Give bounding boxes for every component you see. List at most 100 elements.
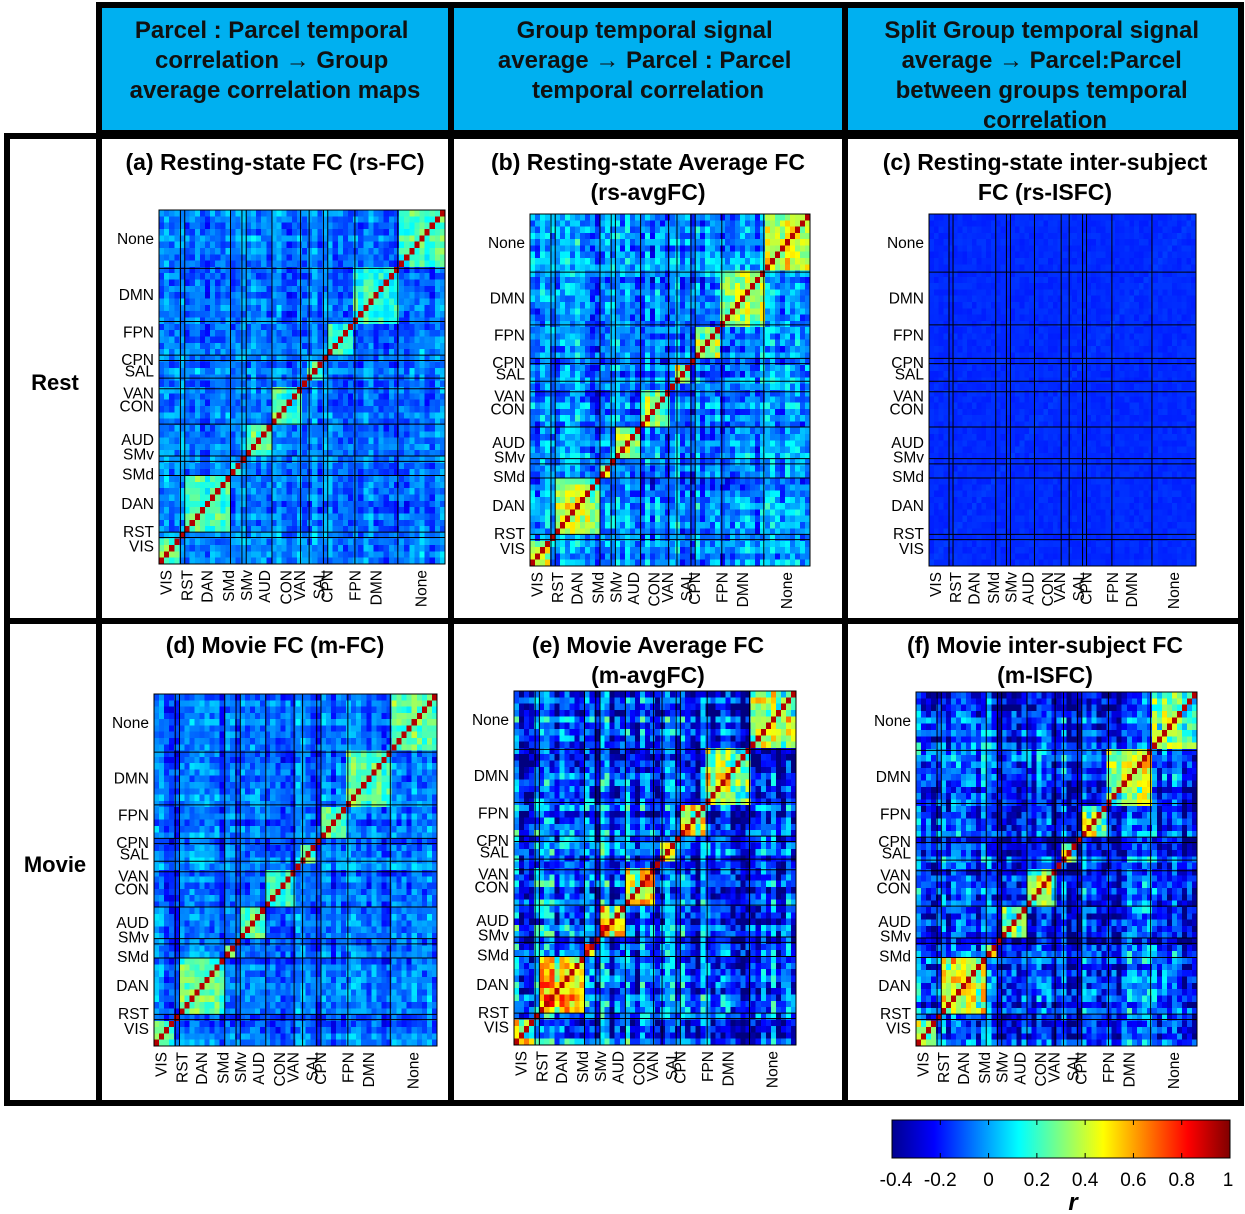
heatmap-cell bbox=[600, 352, 606, 359]
heatmap-cell bbox=[291, 462, 298, 470]
heatmap-cell bbox=[590, 302, 596, 309]
heatmap-cell bbox=[194, 210, 201, 217]
heatmap-cell bbox=[179, 399, 185, 407]
heatmap-cell bbox=[271, 405, 277, 413]
heatmap-cell bbox=[409, 323, 415, 331]
heatmap-cell bbox=[337, 412, 344, 420]
heatmap-cell bbox=[383, 488, 390, 495]
heatmap-cell bbox=[250, 355, 257, 363]
heatmap-cell bbox=[327, 317, 334, 325]
heatmap-cell bbox=[785, 333, 791, 341]
heatmap-cell bbox=[164, 526, 170, 533]
heatmap-cell bbox=[296, 405, 303, 413]
heatmap-cell bbox=[302, 443, 308, 451]
heatmap-cell bbox=[302, 292, 308, 299]
heatmap-cell bbox=[625, 346, 631, 353]
heatmap-cell bbox=[312, 247, 318, 255]
heatmap-cell bbox=[358, 538, 364, 546]
heatmap-cell bbox=[434, 545, 441, 552]
heatmap-cell bbox=[271, 241, 277, 249]
heatmap-cell bbox=[281, 462, 288, 470]
heatmap-cell bbox=[230, 418, 237, 426]
heatmap-cell bbox=[271, 330, 277, 337]
heatmap-cell bbox=[755, 220, 761, 227]
heatmap-cell bbox=[640, 232, 646, 240]
heatmap-cell bbox=[745, 214, 751, 221]
heatmap-cell bbox=[800, 251, 806, 259]
heatmap-cell bbox=[302, 241, 308, 249]
heatmap-cell bbox=[535, 352, 541, 359]
heatmap-cell bbox=[715, 371, 721, 378]
heatmap-cell bbox=[312, 336, 318, 344]
heatmap-cell bbox=[535, 364, 541, 372]
heatmap-cell bbox=[358, 551, 364, 559]
heatmap-cell bbox=[261, 311, 267, 318]
heatmap-cell bbox=[399, 488, 405, 495]
heatmap-cell bbox=[296, 456, 303, 464]
heatmap-cell bbox=[353, 462, 359, 470]
heatmap-cell bbox=[775, 270, 781, 278]
heatmap-cell bbox=[383, 317, 390, 325]
heatmap-cell bbox=[595, 232, 601, 240]
heatmap-cell bbox=[429, 292, 436, 299]
heatmap-cell bbox=[388, 475, 395, 483]
heatmap-cell bbox=[261, 443, 267, 451]
heatmap-cell bbox=[169, 488, 175, 495]
heatmap-cell bbox=[780, 289, 786, 297]
heatmap-cell bbox=[347, 235, 354, 243]
heatmap-cell bbox=[256, 323, 262, 331]
heatmap-cell bbox=[327, 349, 334, 356]
heatmap-cell bbox=[665, 270, 671, 278]
heatmap-cell bbox=[291, 228, 298, 236]
heatmap-cell bbox=[625, 402, 631, 410]
heatmap-cell bbox=[317, 443, 323, 451]
heatmap-cell bbox=[434, 488, 441, 495]
heatmap-cell bbox=[373, 254, 380, 261]
heatmap-cell bbox=[715, 226, 721, 234]
heatmap-cell bbox=[358, 488, 364, 495]
heatmap-cell bbox=[276, 355, 282, 363]
heatmap-cell bbox=[388, 500, 395, 508]
heatmap-cell bbox=[302, 228, 308, 236]
heatmap-cell bbox=[337, 450, 344, 457]
heatmap-cell bbox=[204, 336, 211, 344]
heatmap-cell bbox=[179, 273, 185, 280]
x-tick-label-vis: VIS bbox=[159, 570, 176, 595]
heatmap-cell bbox=[680, 264, 686, 271]
heatmap-cell bbox=[550, 232, 556, 240]
heatmap-cell bbox=[312, 266, 318, 274]
heatmap-cell bbox=[225, 443, 231, 451]
heatmap-cell bbox=[286, 450, 293, 457]
heatmap-cell bbox=[225, 330, 231, 337]
heatmap-cell bbox=[404, 519, 410, 527]
heatmap-cell bbox=[276, 513, 282, 521]
heatmap-cell bbox=[353, 228, 359, 236]
heatmap-cell bbox=[373, 462, 380, 470]
heatmap-cell bbox=[373, 538, 380, 546]
heatmap-cell bbox=[745, 346, 751, 353]
heatmap-cell bbox=[194, 526, 201, 533]
heatmap-cell bbox=[760, 383, 766, 391]
heatmap-cell bbox=[189, 285, 196, 293]
heatmap-cell bbox=[535, 226, 541, 234]
heatmap-cell bbox=[368, 450, 374, 457]
heatmap-cell bbox=[235, 393, 242, 401]
heatmap-cell bbox=[291, 519, 298, 527]
heatmap-cell bbox=[291, 418, 298, 426]
heatmap-cell bbox=[312, 273, 318, 280]
heatmap-cell bbox=[750, 390, 756, 397]
heatmap-cell bbox=[755, 320, 761, 328]
heatmap-cell bbox=[250, 279, 257, 287]
heatmap-cell bbox=[271, 551, 277, 559]
heatmap-cell bbox=[540, 245, 546, 253]
heatmap-cell bbox=[286, 247, 293, 255]
heatmap-cell bbox=[795, 245, 801, 253]
heatmap-cell bbox=[256, 507, 262, 514]
heatmap-cell bbox=[169, 311, 175, 318]
heatmap-cell bbox=[363, 412, 369, 420]
heatmap-cell bbox=[312, 387, 318, 394]
heatmap-cell bbox=[570, 408, 576, 416]
heatmap-cell bbox=[199, 443, 206, 451]
heatmap-cell bbox=[535, 302, 541, 309]
heatmap-cell bbox=[225, 526, 231, 533]
